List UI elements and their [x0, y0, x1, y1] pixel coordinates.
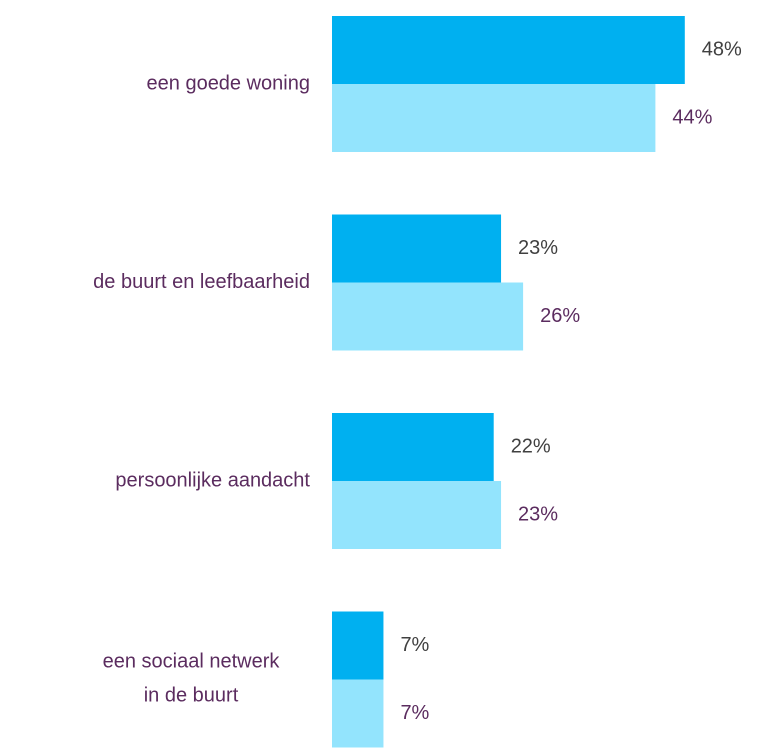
- bar: [332, 16, 685, 84]
- bar: [332, 679, 384, 748]
- value-label: 26%: [540, 305, 580, 327]
- value-label: 44%: [672, 106, 712, 128]
- category-label: een goede woning: [147, 72, 310, 94]
- value-label: 7%: [400, 634, 429, 656]
- value-label: 48%: [702, 38, 742, 60]
- value-label: 7%: [400, 702, 429, 724]
- value-label: 23%: [518, 237, 558, 259]
- category-label: de buurt en leefbaarheid: [93, 271, 310, 293]
- category-label: een sociaal netwerk in de buurt: [103, 651, 281, 707]
- bar: [332, 84, 656, 152]
- bar: [332, 481, 502, 549]
- bar: [332, 282, 524, 351]
- bar: [332, 611, 384, 680]
- bar: [332, 413, 494, 481]
- value-label: 22%: [511, 435, 551, 457]
- bar: [332, 214, 502, 283]
- value-label: 23%: [518, 503, 558, 525]
- category-label: persoonlijke aandacht: [115, 469, 310, 491]
